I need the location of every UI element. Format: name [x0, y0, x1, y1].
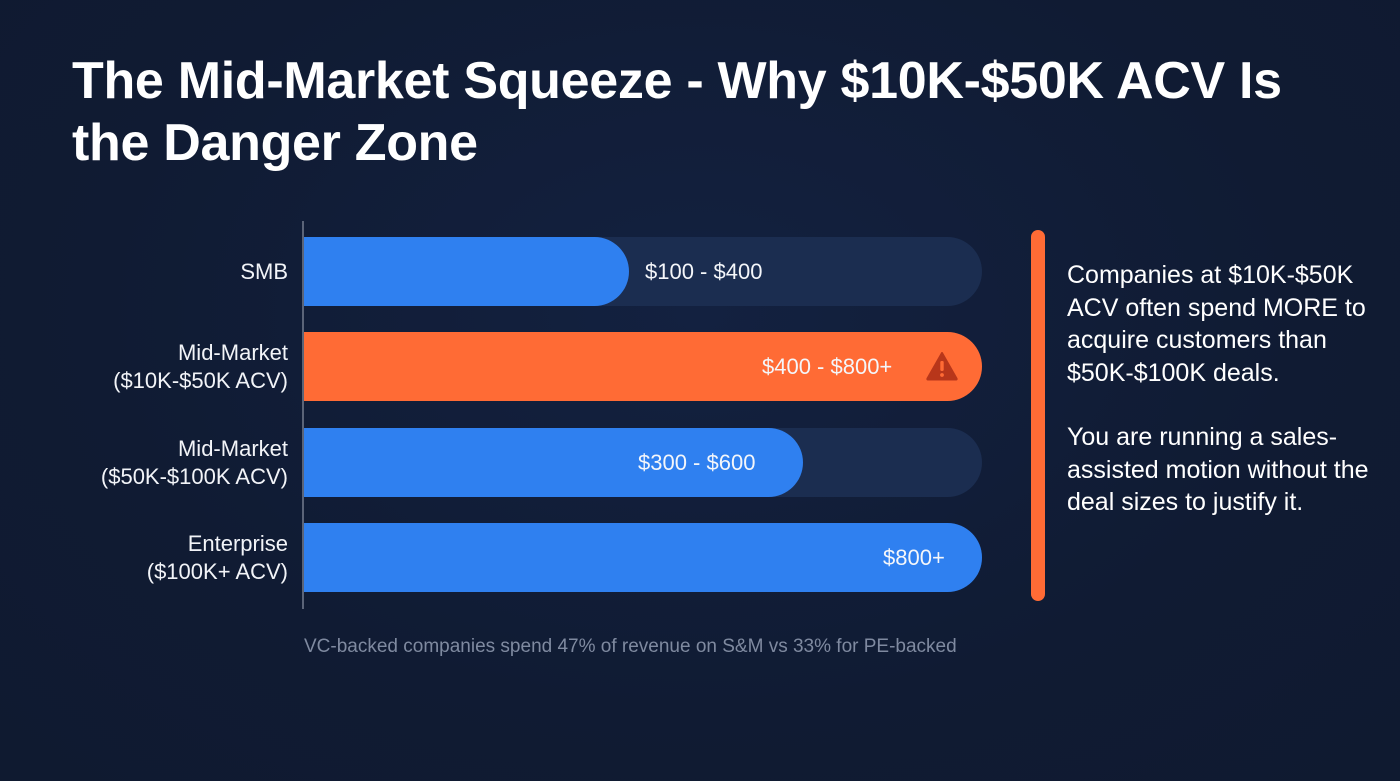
bar-row-mid-market-10k-50k: Mid-Market ($10K-$50K ACV) $400 - $800+ — [0, 332, 1000, 401]
bar-track: $400 - $800+ — [304, 332, 982, 401]
bar-fill-enterprise — [304, 523, 982, 592]
value-label: $300 - $600 — [638, 450, 756, 475]
bar-track: $800+ — [304, 523, 982, 592]
bar-row-smb: SMB $100 - $400 — [0, 237, 1000, 306]
value-label: $800+ — [883, 545, 945, 570]
category-label-line2: ($100K+ ACV) — [146, 558, 288, 584]
callout-text: Companies at $10K-$50K ACV often spend M… — [1067, 259, 1387, 551]
footnote: VC-backed companies spend 47% of revenue… — [304, 636, 957, 657]
callout-paragraph-1: Companies at $10K-$50K ACV often spend M… — [1067, 261, 1366, 387]
callout-accent-bar — [1031, 230, 1045, 601]
bar-row-enterprise: Enterprise ($100K+ ACV) $800+ — [0, 523, 1000, 592]
category-label-line2: ($50K-$100K ACV) — [100, 463, 288, 489]
category-label-line1: SMB — [240, 258, 288, 284]
category-label-line2: ($10K-$50K ACV) — [113, 367, 288, 393]
callout-paragraph-2: You are running a sales-assisted motion … — [1067, 423, 1369, 516]
warning-triangle-icon — [926, 352, 958, 381]
category-label: Enterprise ($100K+ ACV) — [28, 530, 288, 586]
y-axis-line — [302, 221, 304, 609]
slide-title: The Mid-Market Squeeze - Why $10K-$50K A… — [72, 52, 1282, 172]
bar-track: $100 - $400 — [304, 237, 982, 306]
bar-fill-mid-market-10k-50k — [304, 332, 982, 401]
value-label: $400 - $800+ — [762, 354, 893, 379]
category-label: Mid-Market ($10K-$50K ACV) — [28, 339, 288, 395]
category-label-line1: Mid-Market — [177, 339, 288, 365]
category-label-line1: Enterprise — [187, 530, 288, 556]
category-label: Mid-Market ($50K-$100K ACV) — [28, 435, 288, 491]
category-label: SMB — [28, 258, 288, 286]
bar-fill-smb — [304, 237, 629, 306]
bar-fill-mid-market-50k-100k — [304, 428, 803, 497]
bar-row-mid-market-50k-100k: Mid-Market ($50K-$100K ACV) $300 - $600 — [0, 428, 1000, 497]
value-label: $100 - $400 — [645, 259, 763, 284]
bar-track: $300 - $600 — [304, 428, 982, 497]
category-label-line1: Mid-Market — [177, 435, 288, 461]
